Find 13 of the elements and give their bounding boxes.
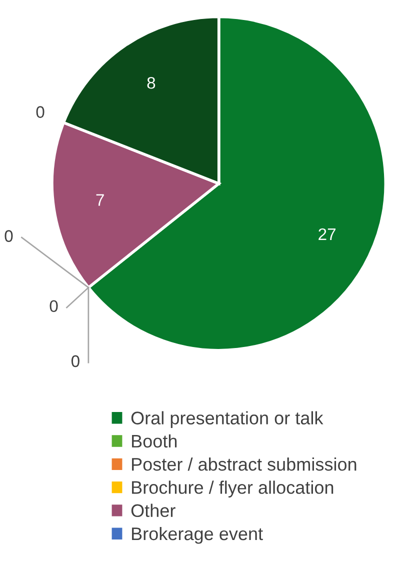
data-label: 27 (318, 228, 336, 240)
legend-label: Brokerage event (132, 526, 263, 544)
data-label: 8 (147, 76, 156, 89)
text: 0 (36, 106, 44, 118)
text: 0 (50, 300, 58, 312)
text: 0 (71, 355, 80, 368)
legend-label: Brochure / flyer allocation (132, 480, 334, 498)
data-label: 7 (96, 194, 104, 206)
legend-label: Poster / abstract submission (132, 457, 356, 471)
text: 0 (4, 230, 13, 242)
legend-label: Other (131, 504, 176, 518)
legend-label: Oral presentation or talk (131, 411, 324, 428)
legend-label: Booth (132, 434, 177, 448)
